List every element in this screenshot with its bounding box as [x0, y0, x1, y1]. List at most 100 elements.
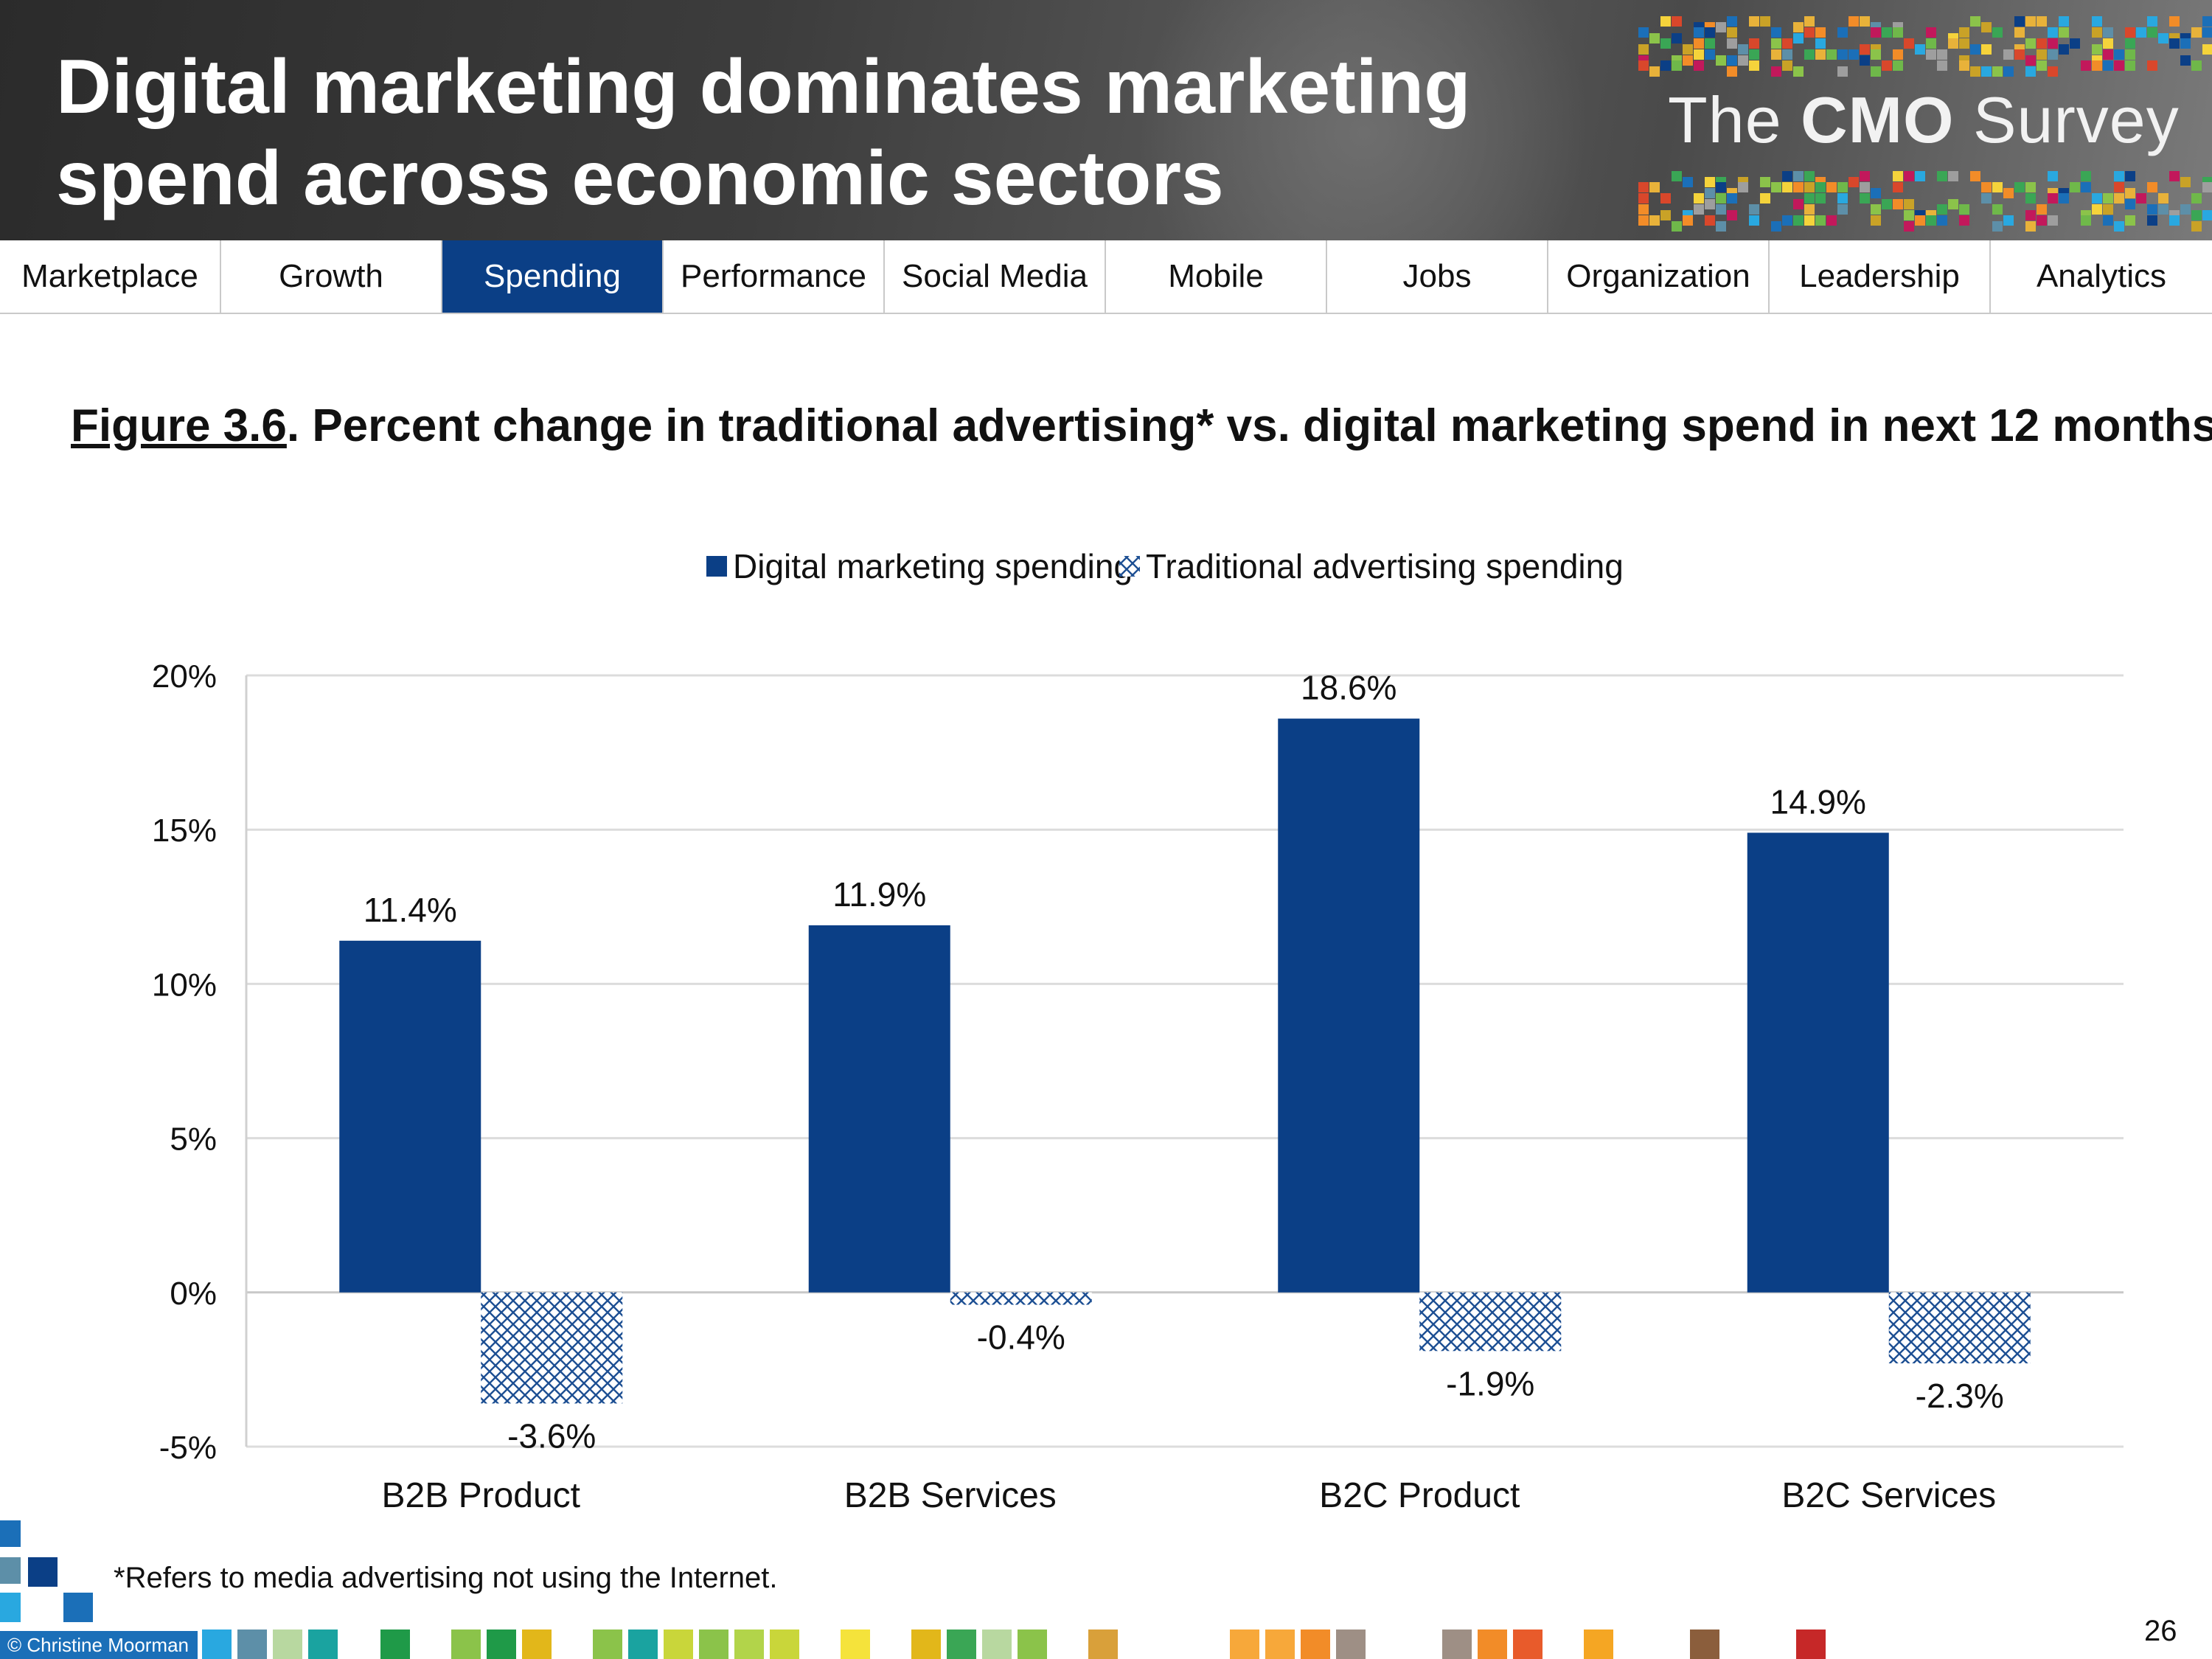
logo-pixel — [2014, 49, 2025, 60]
logo-pixel — [1672, 60, 1682, 71]
bar-traditional-advertising — [1888, 1292, 2031, 1364]
logo-pixel — [2158, 204, 2168, 215]
cmo-survey-logo: The CMO Survey — [1668, 83, 2180, 158]
logo-pixel — [1738, 55, 1748, 66]
footer-color-square — [947, 1630, 976, 1659]
axes: -5% 0% 5% 10% 15% 20% B2B Product B2B Services B… — [152, 658, 1996, 1515]
logo-pixel — [1826, 215, 1837, 226]
logo-pixel — [2202, 210, 2212, 220]
logo-pixel — [1660, 38, 1671, 49]
logo-pixel — [1837, 204, 1848, 215]
logo-pixel — [2025, 210, 2036, 220]
logo-pixel — [1926, 38, 1936, 49]
tab-mobile[interactable]: Mobile — [1106, 240, 1327, 313]
tab-organization[interactable]: Organization — [1548, 240, 1770, 313]
logo-pixel — [1672, 16, 1682, 27]
tab-analytics[interactable]: Analytics — [2036, 258, 2167, 294]
logo-pixel — [2048, 215, 2058, 226]
logo-pixel — [2003, 188, 2014, 198]
logo-pixel — [1837, 27, 1848, 38]
logo-pixel — [1793, 33, 1804, 44]
logo-pixel — [2025, 16, 2036, 27]
footer-color-square — [1018, 1630, 1047, 1659]
logo-pixel — [1948, 38, 1958, 49]
bar-digital-marketing — [1747, 832, 1889, 1293]
logo-pixel — [1826, 182, 1837, 192]
logo-pixel — [1904, 221, 1914, 232]
logo-pixel — [2180, 177, 2191, 187]
logo-pixel — [1915, 215, 1925, 226]
logo-pixel — [2037, 16, 2047, 27]
logo-pixel — [1793, 66, 1804, 77]
tab-spending[interactable]: Spending — [442, 240, 664, 313]
footer-color-square — [1230, 1630, 1259, 1659]
logo-pixel — [2191, 193, 2202, 204]
logo-pixel — [2037, 215, 2047, 226]
logo-pixel — [2059, 44, 2069, 55]
logo-pixel — [1893, 199, 1903, 209]
tab-marketplace[interactable]: Marketplace — [0, 240, 221, 313]
tab-performance[interactable]: Performance — [664, 240, 885, 313]
logo-pixel — [1871, 204, 1881, 215]
logo-pixel — [2147, 215, 2157, 226]
logo-pixel — [1804, 16, 1815, 27]
logo-pixel — [1959, 215, 1969, 226]
logo-pixel — [1893, 60, 1903, 71]
logo-pixel — [1694, 204, 1704, 215]
page-title-line-1: Digital marketing dominates marketing — [56, 44, 1471, 130]
logo-pixel — [2125, 38, 2135, 49]
logo-pixel — [2125, 27, 2135, 38]
logo-pixel — [1705, 188, 1715, 198]
y-tick-label: 10% — [152, 967, 217, 1003]
data-label: 11.4% — [364, 891, 457, 929]
logo-suffix: Survey — [1954, 83, 2180, 156]
logo-pixel — [1860, 193, 1870, 204]
logo-pixel — [2103, 204, 2113, 215]
logo-pixel — [1705, 38, 1715, 49]
logo-pixel — [1804, 204, 1815, 215]
logo-pixel — [1705, 27, 1715, 38]
logo-pixel — [1760, 193, 1770, 204]
logo-pixel — [1771, 221, 1781, 232]
logo-pixel — [1782, 60, 1792, 71]
logo-pixel — [2191, 27, 2202, 38]
logo-pixel — [1694, 193, 1704, 204]
logo-pixel — [1804, 193, 1815, 204]
logo-pixel — [1660, 60, 1671, 71]
logo-pixel — [2191, 60, 2202, 71]
logo-pixel — [1882, 27, 1892, 38]
logo-pixel — [1727, 66, 1737, 77]
x-tick-label: B2C Product — [1319, 1476, 1520, 1515]
logo-pixel — [1815, 182, 1826, 192]
logo-pixel — [1893, 171, 1903, 181]
logo-pixel — [2136, 27, 2146, 38]
logo-pixel — [1860, 182, 1870, 192]
logo-pixel — [1649, 33, 1660, 44]
tab-jobs[interactable]: Jobs — [1327, 240, 1548, 313]
logo-pixel — [1649, 215, 1660, 226]
logo-pixel — [1760, 177, 1770, 187]
logo-pixel — [2147, 204, 2157, 215]
logo-pixel — [2081, 215, 2091, 226]
tab-leadership[interactable]: Leadership — [1770, 240, 1991, 313]
logo-pixel — [2202, 182, 2212, 192]
footer-color-square — [1513, 1630, 1543, 1659]
logo-pixel — [2169, 38, 2180, 49]
logo-pixel — [1782, 215, 1792, 226]
logo-pixel — [1860, 44, 1870, 55]
logo-pixel — [1837, 66, 1848, 77]
logo-pixel — [1815, 27, 1826, 38]
logo-bold: CMO — [1801, 83, 1955, 156]
tab-social-media[interactable]: Social Media — [885, 240, 1106, 313]
logo-prefix: The — [1668, 83, 1801, 156]
logo-pixel — [2081, 60, 2091, 71]
tab-growth[interactable]: Growth — [221, 240, 442, 313]
logo-pixel — [1981, 182, 1992, 192]
logo-pixel — [1959, 38, 1969, 49]
bar-digital-marketing — [808, 925, 950, 1293]
logo-pixel — [2025, 66, 2036, 77]
logo-pixel — [1893, 182, 1903, 192]
logo-pixel — [1771, 38, 1781, 49]
logo-pixel — [1771, 27, 1781, 38]
page-number: 26 — [2144, 1615, 2177, 1647]
